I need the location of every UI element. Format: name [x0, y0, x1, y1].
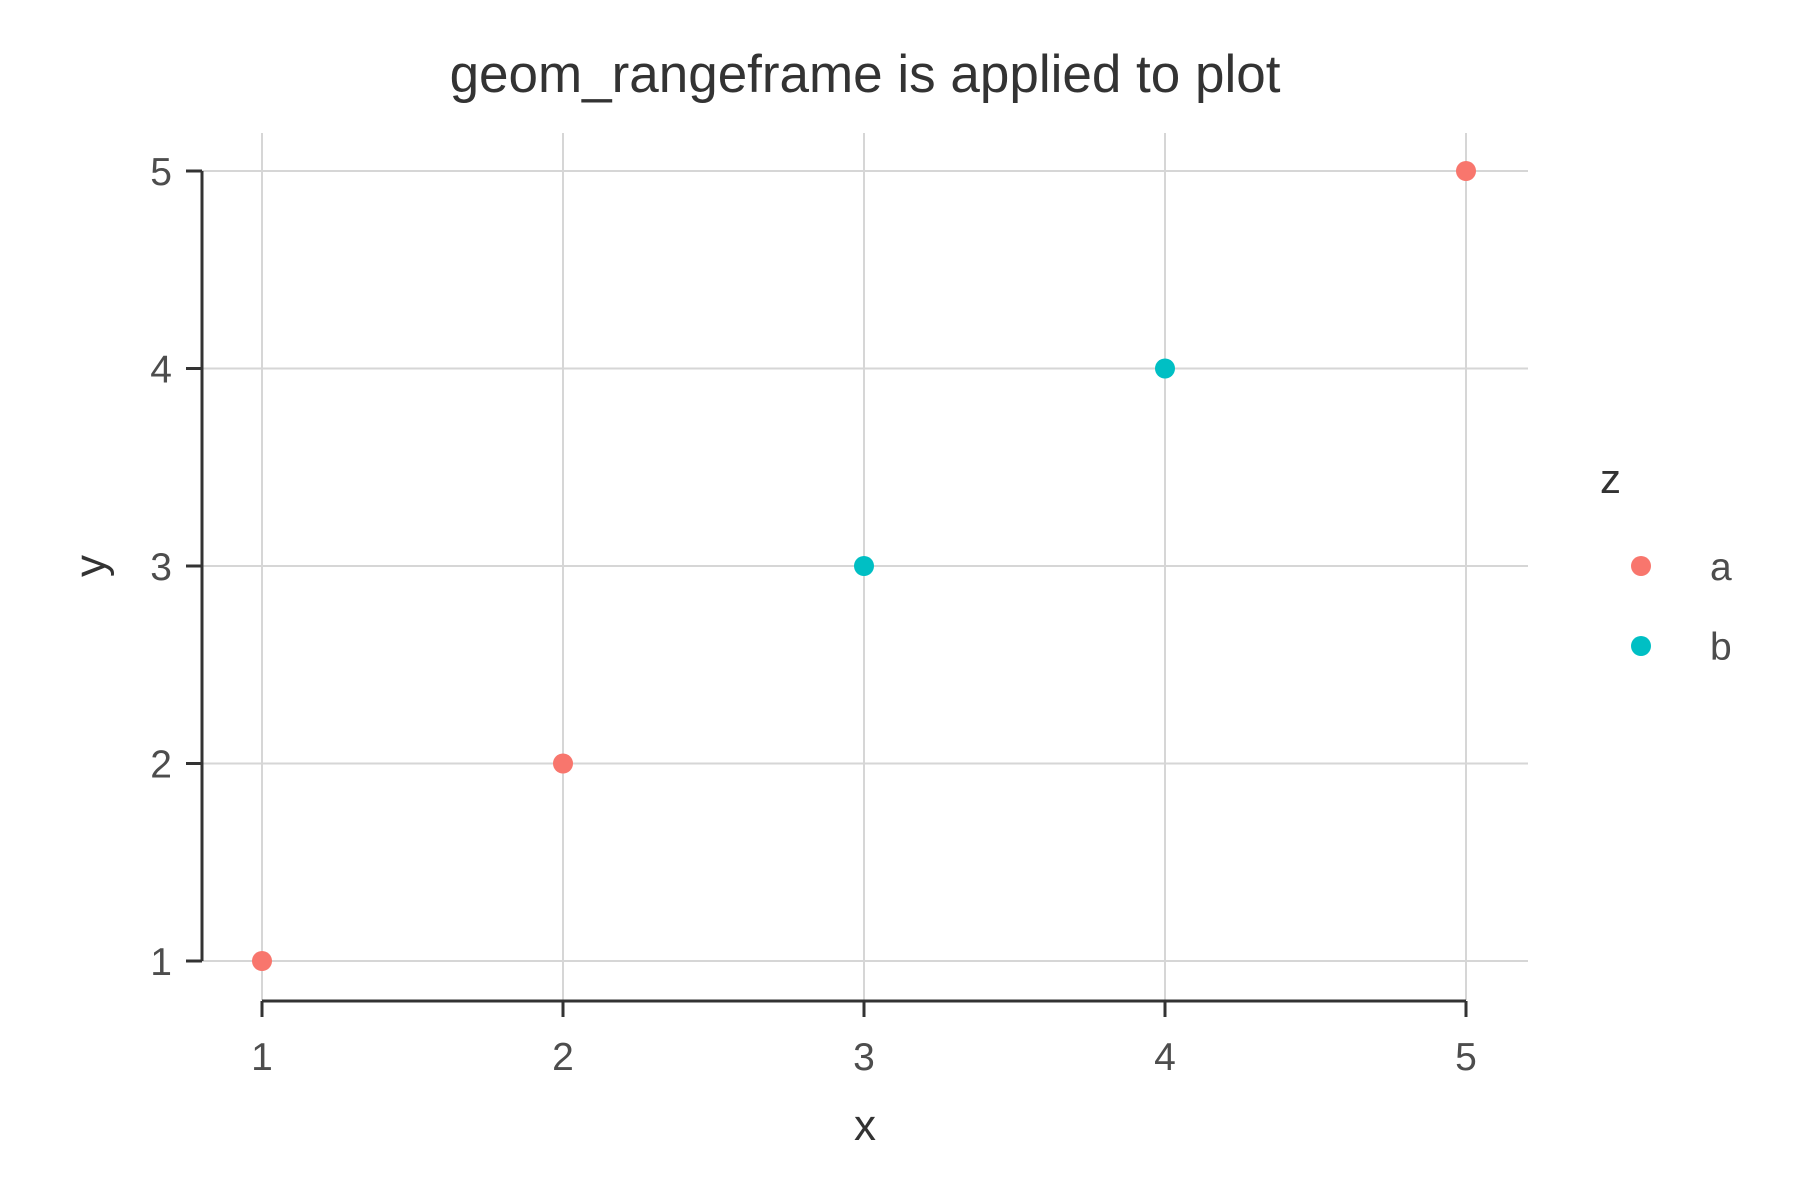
legend-title: z	[1600, 455, 1621, 502]
points-layer	[252, 161, 1476, 971]
legend: z ab	[1600, 455, 1732, 669]
y-tick-label: 4	[150, 349, 172, 392]
legend-items: ab	[1631, 546, 1732, 669]
data-point	[252, 951, 272, 971]
y-axis-label: y	[66, 555, 115, 577]
data-point	[1155, 358, 1175, 379]
x-axis-label: x	[854, 1101, 876, 1150]
y-tick-label: 2	[150, 744, 172, 787]
x-tick-label: 4	[1154, 1036, 1176, 1079]
x-tick-label: 3	[853, 1036, 875, 1079]
x-tick-label: 1	[251, 1036, 273, 1079]
legend-key-a	[1631, 556, 1651, 576]
chart-title: geom_rangeframe is applied to plot	[450, 45, 1281, 104]
y-tick-label: 3	[150, 546, 172, 589]
data-point	[1456, 161, 1476, 181]
x-tick-label: 5	[1455, 1036, 1477, 1079]
y-tick-label: 5	[150, 151, 172, 194]
x-tick-label: 2	[552, 1036, 574, 1079]
data-point	[553, 753, 573, 774]
legend-label-a: a	[1710, 546, 1732, 589]
data-point	[854, 556, 874, 576]
tick-layer: 1 2 3 4 5 1 2 3 4 5	[150, 151, 1477, 1079]
legend-key-b	[1631, 636, 1651, 656]
grid-layer	[202, 133, 1528, 1000]
y-tick-label: 1	[150, 941, 172, 984]
rangeframe-layer	[200, 171, 1466, 1003]
legend-label-b: b	[1710, 626, 1732, 669]
